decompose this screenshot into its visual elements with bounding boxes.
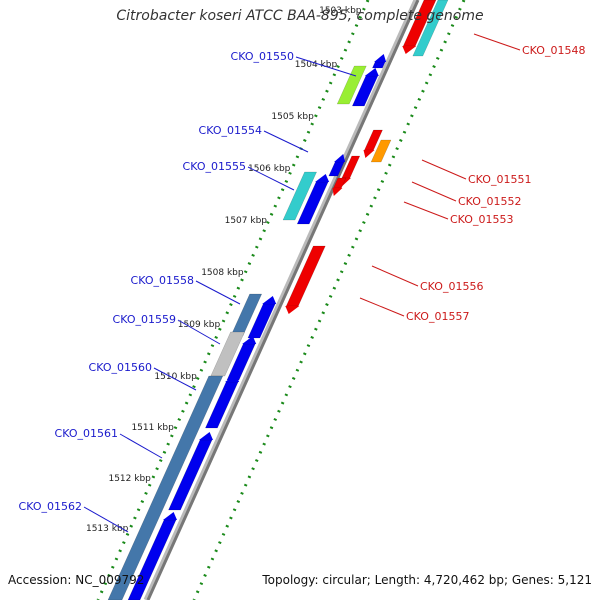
gene-label-cko_01562: CKO_01562 — [19, 500, 82, 513]
gene-label-cko_01550: CKO_01550 — [231, 50, 294, 63]
tick-label: 1512 kbp — [108, 474, 151, 484]
gene-label-cko_01557: CKO_01557 — [406, 310, 469, 323]
map-title: Citrobacter koseri ATCC BAA-895, complet… — [116, 8, 484, 24]
tick-track-right — [192, 0, 466, 601]
gene-small-rev-head — [332, 188, 343, 196]
tick-label: 1504 kbp — [295, 60, 338, 70]
gene-label-cko_01559: CKO_01559 — [113, 313, 176, 326]
gene-label-cko_01556: CKO_01556 — [420, 280, 483, 293]
tick-track-left — [96, 0, 370, 601]
backbone-shadow — [143, 0, 419, 602]
gene-label-cko_01555: CKO_01555 — [183, 160, 246, 173]
gene-cko01552-cog — [370, 139, 392, 163]
label-connector — [359, 297, 405, 317]
label-connector — [295, 56, 357, 77]
label-connector — [263, 130, 309, 153]
label-connector — [473, 33, 521, 51]
gene-cko01560b-fwd-head — [225, 374, 240, 382]
gene-cko01550-cog — [336, 65, 367, 105]
tick-label: 1506 kbp — [248, 164, 291, 174]
label-connector — [421, 159, 467, 180]
backbone-line — [146, 0, 420, 601]
gene-cko01560-fwd-head — [242, 336, 257, 344]
gene-cko01548-rev-head — [402, 46, 417, 54]
gene-label-cko_01558: CKO_01558 — [131, 274, 194, 287]
gene-cko01548-cog — [412, 0, 449, 57]
tick-label: 1507 kbp — [225, 216, 268, 226]
tick-label: 1513 kbp — [86, 524, 129, 534]
label-connector — [403, 201, 449, 220]
gene-cko01562-fwd-head — [163, 512, 177, 520]
gene-cko01559-fwd-head — [262, 296, 277, 304]
label-connector — [247, 166, 295, 191]
tick-label: 1510 kbp — [154, 372, 197, 382]
gene-cko01555-cog — [282, 171, 317, 221]
label-connector — [371, 265, 419, 287]
label-connector — [153, 367, 197, 391]
label-connector — [83, 506, 129, 533]
topology-label: Topology: circular; Length: 4,720,462 bp… — [262, 573, 592, 587]
gene-label-cko_01554: CKO_01554 — [199, 124, 262, 137]
gene-label-cko_01553: CKO_01553 — [450, 213, 513, 226]
gene-cko01559-cog — [210, 331, 245, 377]
label-connector — [177, 319, 221, 345]
tick-label: 1505 kbp — [271, 112, 314, 122]
label-connector — [411, 181, 457, 202]
gene-label-cko_01548: CKO_01548 — [522, 44, 585, 57]
gene-cko01551-rev-head — [363, 150, 375, 158]
label-connector — [119, 433, 163, 459]
gene-label-cko_01552: CKO_01552 — [458, 195, 521, 208]
gene-cko01560-cog — [107, 375, 224, 601]
gene-cko01550-head — [364, 68, 379, 76]
gene-label-cko_01560: CKO_01560 — [89, 361, 152, 374]
tick-label: 1503 kbp — [319, 6, 362, 16]
gene-cko01556-rev-head — [285, 306, 300, 314]
tick-label: 1511 kbp — [131, 423, 174, 433]
tick-label: 1508 kbp — [201, 268, 244, 278]
gene-label-cko_01561: CKO_01561 — [55, 427, 118, 440]
gene-cko01561-fwd-head — [199, 432, 213, 440]
gene-cko01555-fwd-head — [315, 174, 330, 182]
accession-label: Accession: NC_009792 — [8, 573, 145, 587]
gene-cko01550b-head — [374, 54, 387, 62]
label-connector — [195, 280, 241, 305]
gene-small-fwd-head — [334, 154, 346, 162]
tick-label: 1509 kbp — [178, 320, 221, 330]
gene-label-cko_01551: CKO_01551 — [468, 173, 531, 186]
